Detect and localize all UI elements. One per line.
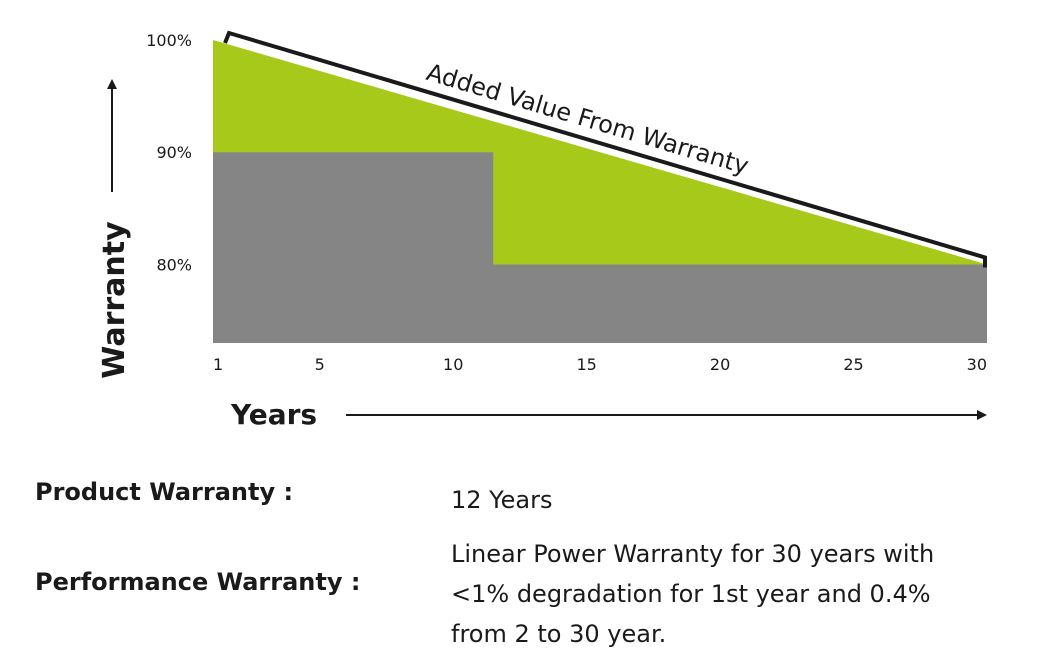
- x-tick-label: 15: [576, 355, 596, 374]
- y-tick-label: 80%: [156, 255, 192, 274]
- performance-line-3: from 2 to 30 year.: [451, 620, 667, 648]
- y-tick-label: 90%: [156, 143, 192, 162]
- x-tick-label: 10: [443, 355, 463, 374]
- x-tick-label: 30: [967, 355, 987, 374]
- product-warranty-value: 12 Years: [451, 486, 553, 514]
- added-value-bracket: [223, 30, 987, 268]
- x-tick-label: 5: [315, 355, 325, 374]
- performance-warranty-label: Performance Warranty :: [35, 568, 361, 596]
- x-tick-label: 20: [710, 355, 730, 374]
- y-tick-label: 100%: [146, 31, 192, 50]
- x-axis-title: Years: [230, 398, 317, 431]
- y-axis-title: Warranty: [97, 221, 132, 379]
- step-warranty-area: [213, 152, 987, 343]
- performance-line-1: Linear Power Warranty for 30 years with: [451, 540, 935, 568]
- product-warranty-label: Product Warranty :: [35, 478, 294, 506]
- x-tick-label: 1: [213, 355, 223, 374]
- x-tick-label: 25: [843, 355, 863, 374]
- performance-line-2: <1% degradation for 1st year and 0.4%: [451, 580, 931, 608]
- performance-warranty-value: Linear Power Warranty for 30 years with …: [451, 534, 934, 654]
